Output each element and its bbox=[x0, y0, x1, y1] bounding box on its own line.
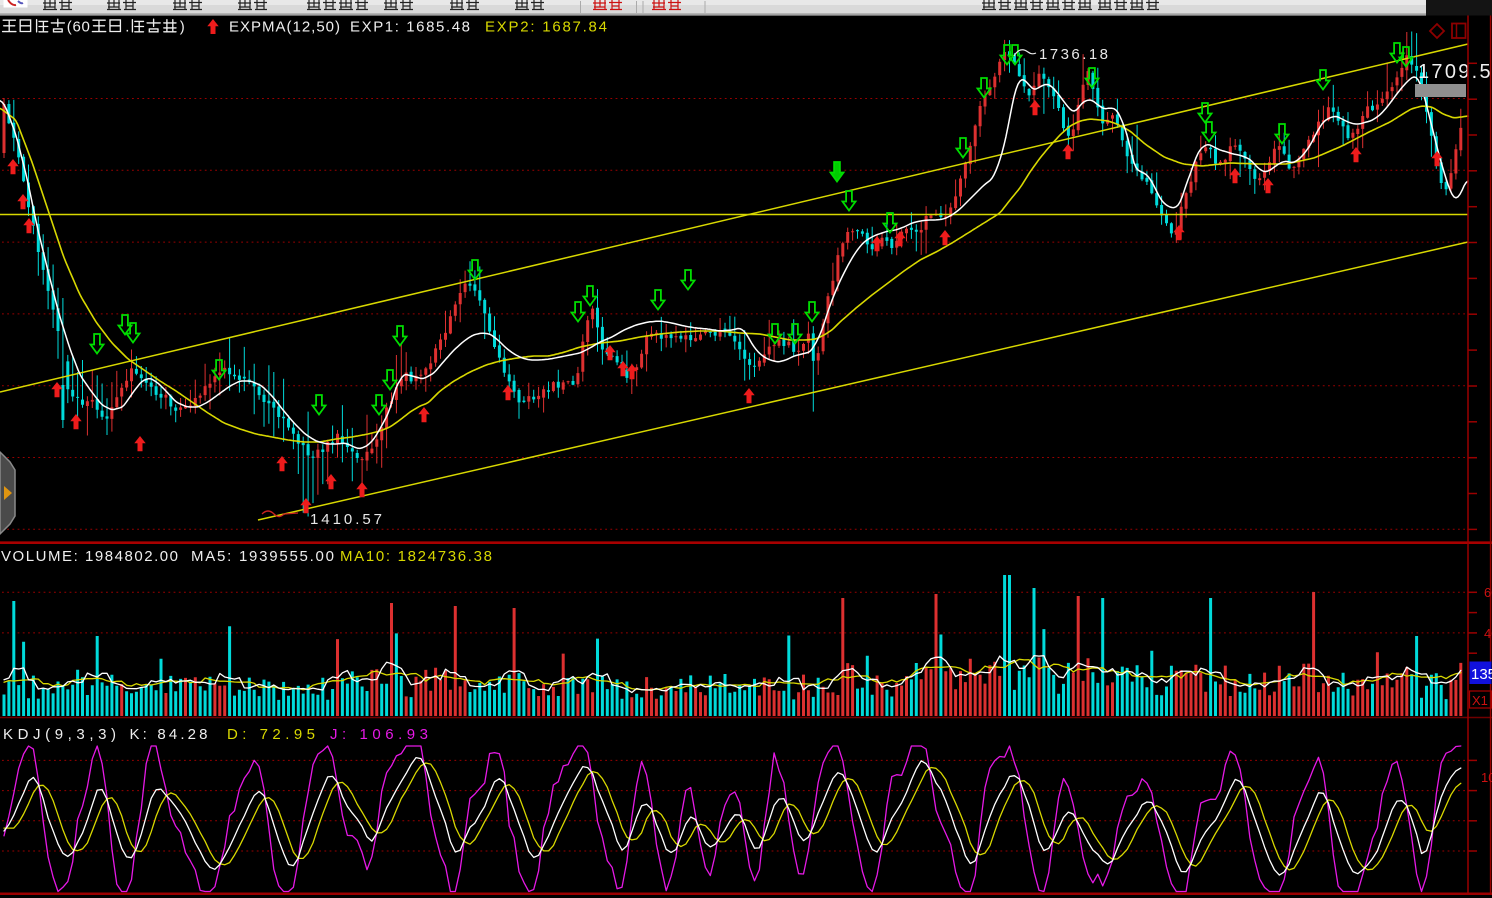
svg-text:10: 10 bbox=[1481, 770, 1492, 785]
svg-text:EXPMA(12,50): EXPMA(12,50) bbox=[229, 19, 340, 36]
svg-text:1709.56: 1709.56 bbox=[1418, 61, 1492, 83]
svg-text:X1: X1 bbox=[1472, 693, 1488, 708]
svg-text:J: 106.93: J: 106.93 bbox=[330, 726, 428, 743]
svg-text:1736.18: 1736.18 bbox=[1039, 46, 1108, 63]
svg-text:60: 60 bbox=[1484, 585, 1492, 600]
svg-text:.: . bbox=[125, 19, 129, 36]
svg-text:(60: (60 bbox=[67, 19, 90, 36]
svg-text:EXP1: 1685.48: EXP1: 1685.48 bbox=[350, 19, 470, 36]
svg-text:135: 135 bbox=[1471, 666, 1492, 683]
svg-text:): ) bbox=[180, 19, 185, 36]
svg-text:1410.57: 1410.57 bbox=[310, 511, 382, 528]
svg-text:KDJ(9,3,3): KDJ(9,3,3) bbox=[3, 726, 116, 743]
svg-text:VOLUME: 1984802.00: VOLUME: 1984802.00 bbox=[1, 548, 178, 565]
svg-text:40: 40 bbox=[1484, 626, 1492, 641]
svg-text:EXP2: 1687.84: EXP2: 1687.84 bbox=[485, 19, 607, 36]
svg-text:MA5: 1939555.00: MA5: 1939555.00 bbox=[191, 548, 334, 565]
